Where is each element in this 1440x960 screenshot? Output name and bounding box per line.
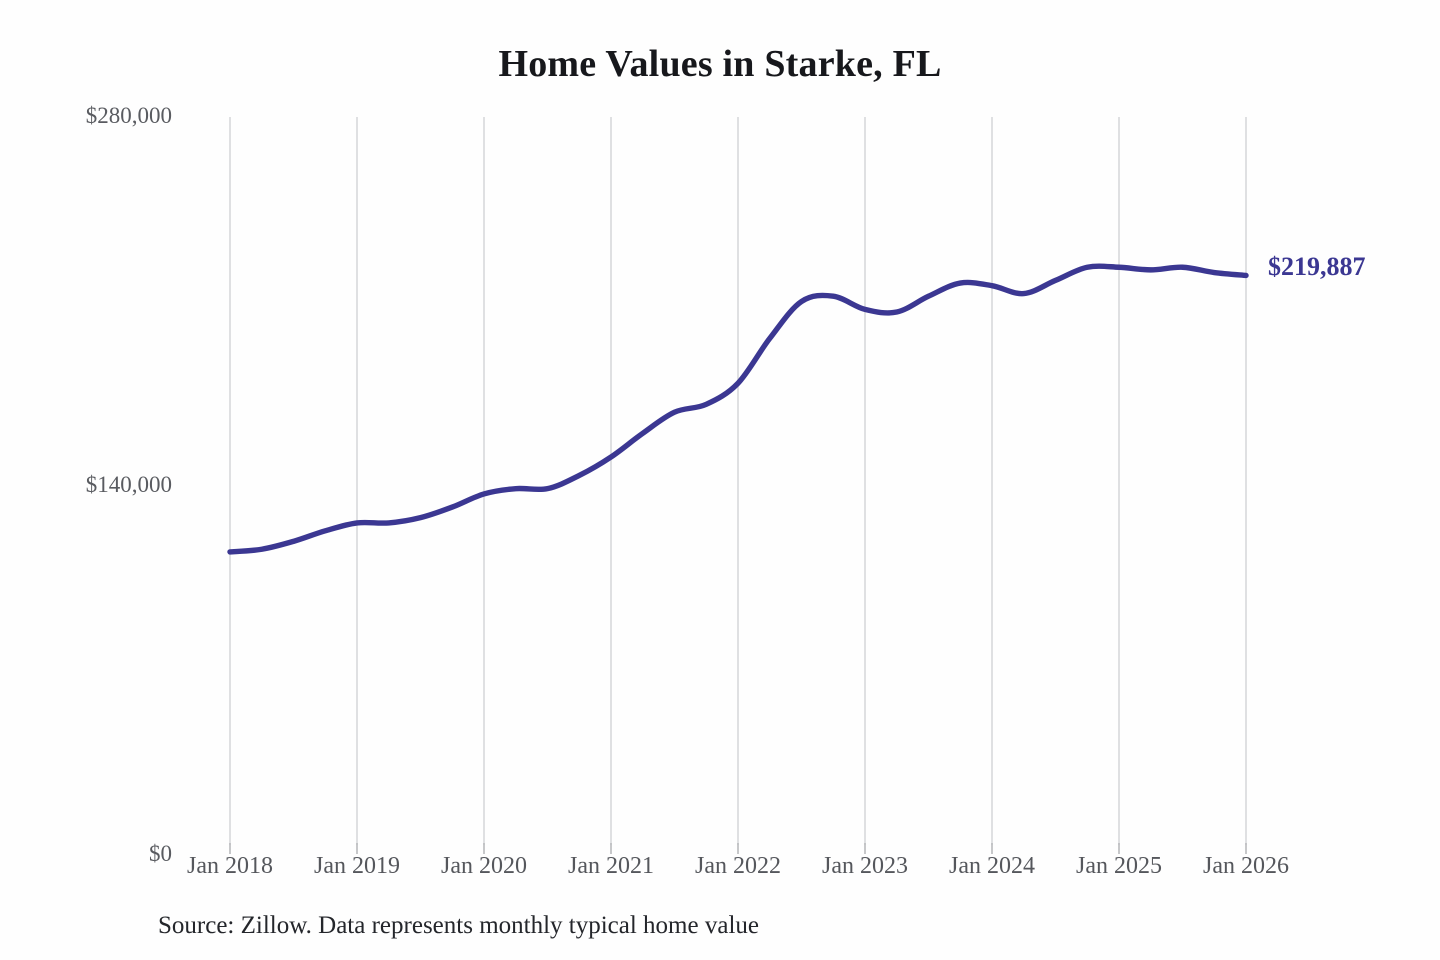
xtick-label: Jan 2021 bbox=[568, 853, 654, 879]
xtick-label: Jan 2022 bbox=[695, 853, 781, 879]
series-line-typical-home-value bbox=[227, 263, 1249, 555]
xtick-label: Jan 2018 bbox=[187, 853, 273, 879]
xtick-label: Jan 2024 bbox=[949, 853, 1035, 879]
xtick-label: Jan 2020 bbox=[441, 853, 527, 879]
source-note: Source: Zillow. Data represents monthly … bbox=[158, 912, 759, 939]
ytick-label: $0 bbox=[149, 841, 172, 866]
xtick-label: Jan 2023 bbox=[822, 853, 908, 879]
latest-value-annotation: $219,887 bbox=[1268, 252, 1366, 282]
gridlines-group bbox=[229, 117, 1247, 845]
page-title: Home Values in Starke, FL bbox=[498, 43, 942, 85]
ytick-label: $140,000 bbox=[85, 472, 172, 497]
xtick-label: Jan 2019 bbox=[314, 853, 400, 879]
ytick-label: $280,000 bbox=[85, 103, 172, 128]
xtick-label: Jan 2026 bbox=[1203, 853, 1289, 879]
xtick-marks-group bbox=[229, 843, 1247, 854]
xtick-label: Jan 2025 bbox=[1076, 853, 1162, 879]
